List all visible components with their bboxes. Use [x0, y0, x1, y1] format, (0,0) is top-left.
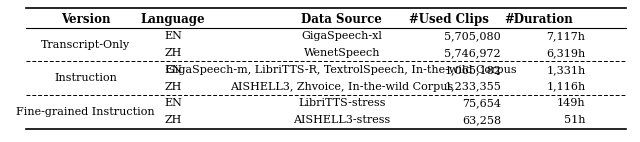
- Text: 75,654: 75,654: [462, 98, 501, 108]
- Text: 5,746,972: 5,746,972: [445, 48, 501, 58]
- Text: Language: Language: [141, 13, 205, 26]
- Text: GigaSpeech-xl: GigaSpeech-xl: [301, 31, 382, 41]
- Text: 1,116h: 1,116h: [547, 82, 586, 92]
- Text: EN: EN: [164, 98, 182, 108]
- Text: Fine-grained Instruction: Fine-grained Instruction: [16, 107, 155, 117]
- Text: ZH: ZH: [164, 115, 182, 125]
- Text: 6,319h: 6,319h: [547, 48, 586, 58]
- Text: ZH: ZH: [164, 82, 182, 92]
- Text: EN: EN: [164, 65, 182, 75]
- Text: AISHELL3, Zhvoice, In-the-wild Corpus: AISHELL3, Zhvoice, In-the-wild Corpus: [230, 82, 453, 92]
- Text: 1,065,182: 1,065,182: [444, 65, 501, 75]
- Text: 5,705,080: 5,705,080: [444, 31, 501, 41]
- Text: Instruction: Instruction: [54, 73, 117, 83]
- Text: 63,258: 63,258: [462, 115, 501, 125]
- Text: Data Source: Data Source: [301, 13, 382, 26]
- Text: WenetSpeech: WenetSpeech: [303, 48, 380, 58]
- Text: 51h: 51h: [564, 115, 586, 125]
- Text: #Duration: #Duration: [504, 13, 573, 26]
- Text: Version: Version: [61, 13, 110, 26]
- Text: 1,331h: 1,331h: [547, 65, 586, 75]
- Text: #Used Clips: #Used Clips: [409, 13, 488, 26]
- Text: AISHELL3-stress: AISHELL3-stress: [293, 115, 390, 125]
- Text: GigaSpeech-m, LibriTTS-R, TextrolSpeech, In-the-wild Corpus: GigaSpeech-m, LibriTTS-R, TextrolSpeech,…: [166, 65, 517, 75]
- Text: LibriTTS-stress: LibriTTS-stress: [298, 98, 385, 108]
- Text: Transcript-Only: Transcript-Only: [41, 40, 130, 50]
- Text: ZH: ZH: [164, 48, 182, 58]
- Text: 1,233,355: 1,233,355: [444, 82, 501, 92]
- Text: 149h: 149h: [557, 98, 586, 108]
- Text: 7,117h: 7,117h: [547, 31, 586, 41]
- Text: EN: EN: [164, 31, 182, 41]
